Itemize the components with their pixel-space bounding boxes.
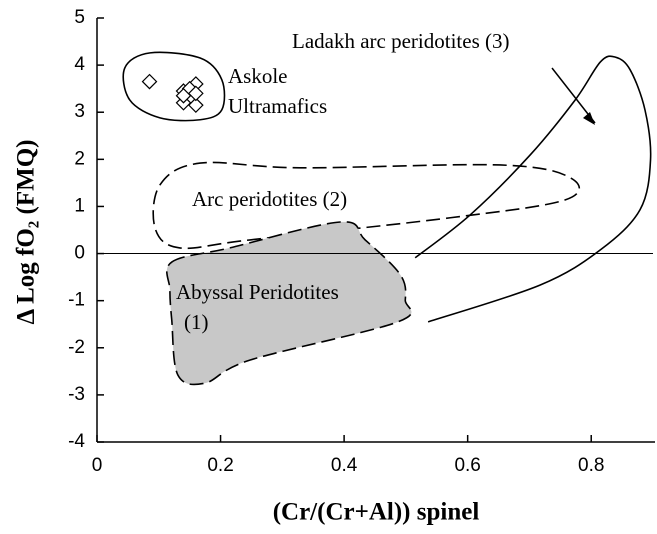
y-tick-label: -3 [68, 384, 85, 405]
annotation: Ultramafics [228, 94, 327, 118]
region-outline [122, 51, 226, 122]
annotation: Abyssal Peridotites [176, 280, 339, 304]
y-tick-label: -1 [68, 290, 85, 311]
x-tick-label: 0.4 [331, 455, 358, 476]
annotation: (1) [184, 310, 209, 334]
y-tick-label: 1 [74, 195, 85, 216]
region-outline [165, 221, 413, 386]
y-tick-label: 4 [74, 54, 85, 75]
annotation: Arc peridotites (2) [192, 187, 347, 211]
data-point [187, 85, 204, 102]
y-tick-label: 2 [74, 148, 85, 169]
arrow-line [551, 67, 596, 124]
y-tick-label: -2 [68, 337, 85, 358]
y-tick-label: -4 [68, 431, 85, 452]
annotation: Ladakh arc peridotites (3) [292, 29, 510, 53]
annotation: Askole [228, 64, 288, 88]
data-point [141, 73, 158, 90]
x-tick-label: 0 [92, 455, 103, 476]
region-outline [152, 161, 581, 250]
region-outline [414, 55, 652, 323]
y-axis-label: Δ Log fO₂ (FMQ) [13, 140, 40, 325]
y-tick-label: 0 [74, 243, 85, 264]
x-tick-label: 0.6 [454, 455, 480, 476]
x-axis-label: (Cr/(Cr+Al)) spinel [273, 499, 480, 526]
y-tick-label: 3 [74, 101, 85, 122]
x-tick-label: 0.2 [207, 455, 233, 476]
arrow-head [583, 112, 595, 125]
y-tick-label: 5 [74, 7, 85, 28]
data-point [187, 97, 204, 114]
x-tick-label: 0.8 [578, 455, 604, 476]
